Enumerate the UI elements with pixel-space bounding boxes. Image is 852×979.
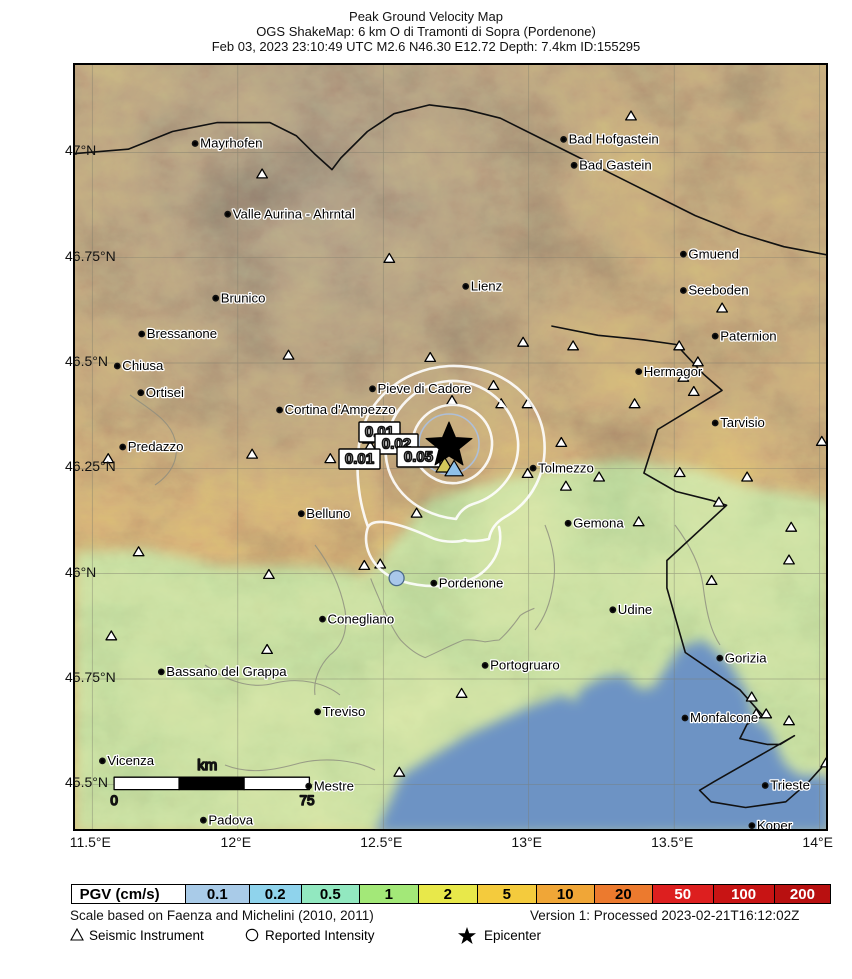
svg-text:0.05: 0.05 (404, 449, 433, 466)
svg-text:Mestre: Mestre (314, 778, 354, 793)
svg-text:Chiusa: Chiusa (122, 358, 164, 373)
svg-text:Ortisei: Ortisei (146, 385, 184, 400)
svg-text:Trieste: Trieste (770, 778, 810, 793)
svg-text:Valle Aurina - Ahrntal: Valle Aurina - Ahrntal (233, 206, 355, 221)
svg-text:0.01: 0.01 (345, 451, 374, 468)
svg-text:Gorizia: Gorizia (725, 650, 767, 665)
svg-text:Conegliano: Conegliano (328, 611, 395, 626)
svg-text:Gemona: Gemona (573, 516, 624, 531)
svg-text:Pieve di Cadore: Pieve di Cadore (378, 381, 472, 396)
svg-text:Bressanone: Bressanone (147, 326, 217, 341)
svg-text:Lienz: Lienz (471, 279, 503, 294)
svg-text:Seeboden: Seeboden (688, 283, 748, 298)
svg-text:Reported Intensity: Reported Intensity (265, 928, 375, 943)
svg-text:Brunico: Brunico (221, 290, 266, 305)
svg-text:0: 0 (110, 793, 118, 808)
svg-text:Pordenone: Pordenone (439, 575, 504, 590)
svg-text:Tolmezzo: Tolmezzo (538, 460, 594, 475)
svg-text:Gmuend: Gmuend (688, 246, 739, 261)
svg-text:Udine: Udine (618, 602, 652, 617)
svg-text:Mayrhofen: Mayrhofen (200, 136, 262, 151)
svg-text:km: km (197, 757, 217, 774)
svg-text:Bad Hofgastein: Bad Hofgastein (569, 132, 659, 147)
svg-text:Epicenter: Epicenter (484, 928, 542, 943)
svg-text:Koper: Koper (757, 818, 793, 831)
svg-text:Predazzo: Predazzo (128, 439, 184, 454)
svg-text:Treviso: Treviso (323, 704, 366, 719)
svg-text:Cortina d'Ampezzo: Cortina d'Ampezzo (285, 402, 396, 417)
svg-text:Padova: Padova (208, 812, 253, 827)
svg-text:Bad Gastein: Bad Gastein (579, 158, 652, 173)
svg-text:Bassano del Grappa: Bassano del Grappa (166, 664, 287, 679)
svg-text:Belluno: Belluno (306, 506, 350, 521)
svg-text:Paternion: Paternion (720, 328, 776, 343)
svg-text:Portogruaro: Portogruaro (490, 658, 560, 673)
svg-text:Vicenza: Vicenza (107, 753, 154, 768)
svg-text:75: 75 (299, 793, 314, 808)
svg-text:Tarvisio: Tarvisio (720, 415, 765, 430)
svg-text:Hermagor: Hermagor (644, 364, 703, 379)
svg-text:Seismic Instrument: Seismic Instrument (89, 928, 204, 943)
svg-text:Monfalcone: Monfalcone (690, 710, 758, 725)
